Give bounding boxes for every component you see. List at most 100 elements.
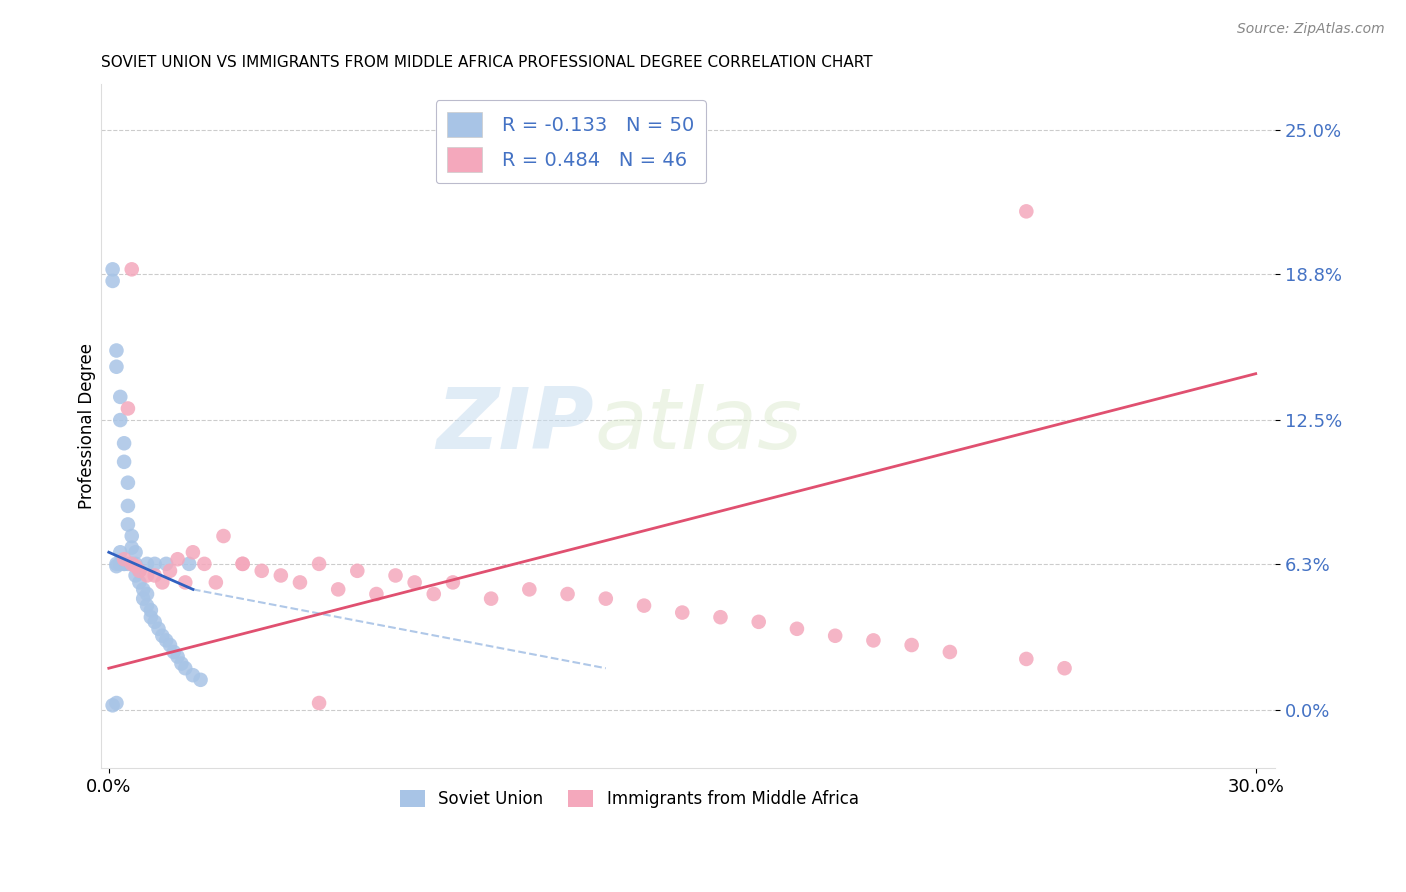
Point [155,633,177,648]
Point [557,587,579,601]
Point [124,545,146,559]
Point [112,455,135,469]
Point [1053,661,1076,675]
Point [159,638,181,652]
Point [117,475,139,490]
Point [101,698,124,713]
Point [155,557,177,571]
Point [900,638,922,652]
Point [748,615,770,629]
Point [139,610,162,624]
Point [132,591,155,606]
Point [105,559,128,574]
Point [308,696,330,710]
Point [136,557,159,571]
Point [441,575,464,590]
Point [150,575,173,590]
Point [193,557,215,571]
Point [136,599,159,613]
Point [150,629,173,643]
Text: SOVIET UNION VS IMMIGRANTS FROM MIDDLE AFRICA PROFESSIONAL DEGREE CORRELATION CH: SOVIET UNION VS IMMIGRANTS FROM MIDDLE A… [101,55,873,70]
Point [862,633,884,648]
Point [117,557,139,571]
Point [174,575,197,590]
Point [633,599,655,613]
Point [105,359,128,374]
Point [128,564,150,578]
Point [479,591,502,606]
Point [136,587,159,601]
Point [404,575,426,590]
Point [366,587,388,601]
Point [709,610,731,624]
Text: ZIP: ZIP [436,384,595,467]
Point [205,575,228,590]
Point [177,557,200,571]
Legend: Soviet Union, Immigrants from Middle Africa: Soviet Union, Immigrants from Middle Afr… [394,783,865,814]
Point [117,401,139,416]
Point [163,645,186,659]
Point [166,649,188,664]
Point [143,557,166,571]
Point [346,564,368,578]
Point [110,557,132,571]
Point [105,696,128,710]
Point [136,568,159,582]
Point [270,568,292,582]
Point [174,661,197,675]
Point [423,587,446,601]
Point [124,557,146,571]
Point [232,557,254,571]
Point [121,262,143,277]
Point [105,343,128,358]
Point [170,657,193,671]
Point [212,529,235,543]
Point [139,603,162,617]
Point [671,606,693,620]
Point [1015,652,1038,666]
Point [328,582,350,597]
Point [121,541,143,555]
Point [112,557,135,571]
Point [786,622,808,636]
Point [117,517,139,532]
Text: atlas: atlas [595,384,801,467]
Point [101,274,124,288]
Point [112,557,135,571]
Point [121,557,143,571]
Point [110,545,132,559]
Point [121,557,143,571]
Point [190,673,212,687]
Point [232,557,254,571]
Point [128,564,150,578]
Point [384,568,406,582]
Point [1015,204,1038,219]
Text: Source: ZipAtlas.com: Source: ZipAtlas.com [1237,22,1385,37]
Y-axis label: Professional Degree: Professional Degree [79,343,96,508]
Point [101,262,124,277]
Point [308,557,330,571]
Point [595,591,617,606]
Point [124,568,146,582]
Point [105,557,128,571]
Point [124,559,146,574]
Point [148,622,170,636]
Point [132,582,155,597]
Point [110,390,132,404]
Point [143,568,166,582]
Point [110,557,132,571]
Point [250,564,273,578]
Point [117,499,139,513]
Point [166,552,188,566]
Point [939,645,962,659]
Point [112,552,135,566]
Point [159,564,181,578]
Point [181,545,204,559]
Point [288,575,311,590]
Point [128,575,150,590]
Point [121,529,143,543]
Point [110,413,132,427]
Point [143,615,166,629]
Point [181,668,204,682]
Point [824,629,846,643]
